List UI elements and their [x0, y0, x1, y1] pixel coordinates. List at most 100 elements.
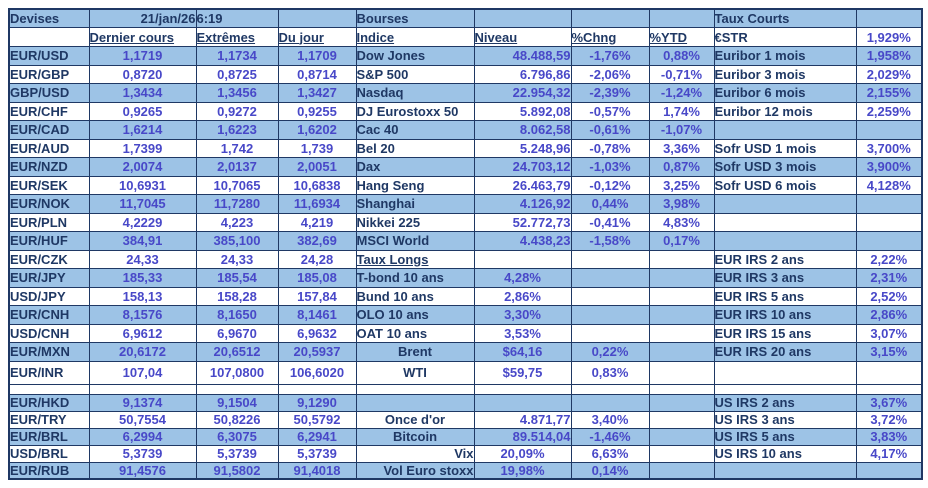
currency-pair: EUR/HUF [8, 231, 90, 251]
pct-ytd-value [648, 268, 715, 288]
rate-label [713, 461, 857, 480]
du-jour-value: 1,3427 [277, 83, 357, 103]
dernier-cours-value: 6,2994 [88, 427, 197, 446]
du-jour-value: 6,2941 [277, 427, 357, 446]
pct-change-value: -2,39% [570, 83, 650, 103]
index-name: T-bond 10 ans [355, 268, 475, 288]
index-name [355, 393, 475, 412]
rate-value: 2,52% [855, 286, 923, 306]
du-jour-value: 20,5937 [277, 342, 357, 362]
index-name: WTI [355, 360, 475, 385]
table-row: EUR/JPY 185,33 185,54 185,08 T-bond 10 ans 4,… [8, 268, 923, 288]
empty-cell [855, 8, 923, 28]
rate-label: EUR IRS 3 ans [713, 268, 857, 288]
pct-change-value: -0,57% [570, 101, 650, 121]
pct-ytd-value [648, 342, 715, 362]
table-row: EUR/GBP 0,8720 0,8725 0,8714 S&P 500 6.796,86… [8, 64, 923, 84]
index-level: 8.062,58 [473, 120, 572, 140]
currency-pair: EUR/JPY [8, 268, 90, 288]
pct-ytd-value: -1,07% [648, 120, 715, 140]
extremes-value: 1,742 [195, 138, 279, 158]
index-name: Bitcoin [355, 427, 475, 446]
extremes-value: 20,6512 [195, 342, 279, 362]
rate-label [713, 360, 857, 385]
pct-ytd-value: 3,36% [648, 138, 715, 158]
empty-cell [277, 8, 357, 28]
table-row: EUR/NOK 11,7045 11,7280 11,6934 Shanghai 4.12… [8, 194, 923, 214]
table-row: EUR/RUB 91,4576 91,5802 91,4018 Vol Euro sto… [8, 461, 923, 480]
pct-ytd-value [648, 249, 715, 269]
rate-value: 2,31% [855, 268, 923, 288]
du-jour-value: 10,6838 [277, 175, 357, 195]
rate-value: 3,15% [855, 342, 923, 362]
pct-change-value [570, 249, 650, 269]
pct-change-value: -1,46% [570, 427, 650, 446]
rate-label: Euribor 6 mois [713, 83, 857, 103]
index-name: Vix [355, 444, 475, 463]
table-row: EUR/CNH 8,1576 8,1650 8,1461 OLO 10 ans 3,30%… [8, 305, 923, 325]
index-name: Bel 20 [355, 138, 475, 158]
currency-pair: EUR/CNH [8, 305, 90, 325]
table-row: EUR/CAD 1,6214 1,6223 1,6202 Cac 40 8.062,58-… [8, 120, 923, 140]
du-jour-value: 91,4018 [277, 461, 357, 480]
table-row: EUR/TRY 50,7554 50,8226 50,5792 Once d'or 4.8… [8, 410, 923, 429]
rate-value: 3,67% [855, 393, 923, 412]
index-level: 24.703,12 [473, 157, 572, 177]
du-jour-value: 185,08 [277, 268, 357, 288]
du-jour-value: 5,3739 [277, 444, 357, 463]
rate-label: Euribor 3 mois [713, 64, 857, 84]
pct-ytd-value [648, 360, 715, 385]
dernier-cours-value: 8,1576 [88, 305, 197, 325]
extremes-value: 50,8226 [195, 410, 279, 429]
du-jour-value: 106,6020 [277, 360, 357, 385]
empty-fx-value [88, 383, 197, 395]
dernier-cours-value: 91,4576 [88, 461, 197, 480]
index-level: 4,28% [473, 268, 572, 288]
spacer-row [8, 383, 923, 395]
column-header-row: Dernier cours Extrêmes Du jour Indice Ni… [8, 27, 923, 47]
index-level: $64,16 [473, 342, 572, 362]
pct-ytd-value: 3,25% [648, 175, 715, 195]
empty-rate-label [713, 383, 857, 395]
dernier-cours-value: 2,0074 [88, 157, 197, 177]
pct-change-value [570, 393, 650, 412]
index-name: OAT 10 ans [355, 323, 475, 343]
table-row: EUR/CHF 0,9265 0,9272 0,9255 DJ Eurostoxx 50… [8, 101, 923, 121]
dernier-cours-value: 158,13 [88, 286, 197, 306]
table-row: EUR/HUF 384,91 385,100 382,69 MSCI World 4.43… [8, 231, 923, 251]
dernier-cours-header: Dernier cours [88, 27, 197, 47]
index-name: Dax [355, 157, 475, 177]
rate-label: EUR IRS 10 ans [713, 305, 857, 325]
currency-pair: GBP/USD [8, 83, 90, 103]
du-jour-value: 1,6202 [277, 120, 357, 140]
table-row: EUR/PLN 4,2229 4,223 4,219 Nikkei 225 52.772,… [8, 212, 923, 232]
taux-courts-section-title: Taux Courts [713, 8, 857, 28]
pct-ytd-value [648, 410, 715, 429]
currency-pair: USD/CNH [8, 323, 90, 343]
index-level: 4.871,77 [473, 410, 572, 429]
dernier-cours-value: 0,8720 [88, 64, 197, 84]
du-jour-value: 9,1290 [277, 393, 357, 412]
pct-chng-header: %Chng [570, 27, 650, 47]
pct-ytd-value: 4,83% [648, 212, 715, 232]
empty-cell [8, 27, 90, 47]
extremes-value: 1,1734 [195, 46, 279, 66]
index-name: Once d'or [355, 410, 475, 429]
rate-value [855, 212, 923, 232]
dernier-cours-value: 1,6214 [88, 120, 197, 140]
estr-value: 1,929% [855, 27, 923, 47]
rate-label [713, 212, 857, 232]
estr-label: €STR [713, 27, 857, 47]
rate-value: 4,17% [855, 444, 923, 463]
extremes-header: Extrêmes [195, 27, 279, 47]
pct-ytd-value [648, 393, 715, 412]
empty-cell [570, 8, 650, 28]
table-row: EUR/CZK 24,33 24,33 24,28 Taux Longs EUR IRS … [8, 249, 923, 269]
time-label: 6:19 [195, 8, 279, 28]
empty-pct-change-value [570, 383, 650, 395]
du-jour-value: 4,219 [277, 212, 357, 232]
index-level: 4.126,92 [473, 194, 572, 214]
rate-label: Euribor 12 mois [713, 101, 857, 121]
table-row: EUR/USD 1,1719 1,1734 1,1709 Dow Jones 48.488… [8, 46, 923, 66]
rate-value [855, 461, 923, 480]
